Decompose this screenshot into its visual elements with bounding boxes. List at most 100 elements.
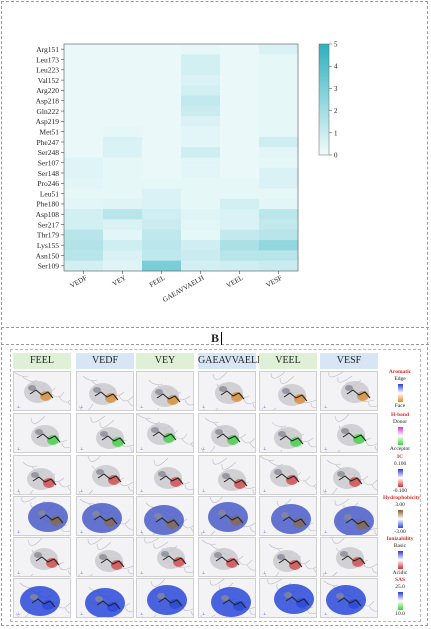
- legend-title: Hydrophobicity: [383, 495, 421, 501]
- column-header: VEEL: [259, 353, 317, 369]
- svg-text:⊥: ⊥: [80, 404, 84, 409]
- heatmap-cell: [259, 74, 299, 86]
- heatmap-cell: [142, 95, 182, 107]
- legend-top-label: 25.0: [395, 584, 405, 590]
- legend-title: Ionizability: [386, 536, 414, 542]
- docking-render-aromatic: ⊥: [320, 371, 378, 411]
- heatmap-cell: [103, 44, 143, 55]
- legend-top-label: 3.00: [395, 502, 405, 508]
- heatmap-cell: [259, 240, 299, 251]
- x-tick-label: VEDF: [69, 274, 89, 290]
- svg-text:⊥: ⊥: [263, 570, 267, 575]
- heatmap-cell: [64, 167, 104, 179]
- y-tick-label: Thr179: [37, 231, 59, 240]
- docking-render-ionizability: ⊥: [320, 455, 378, 495]
- column-header: VEY: [136, 353, 194, 369]
- x-tick-label: VEEL: [225, 274, 244, 290]
- docking-render-h-bond: ⊥: [198, 413, 256, 453]
- heatmap-cell: [259, 198, 299, 210]
- heatmap-cell: [64, 178, 104, 189]
- heatmap-cell: [181, 188, 221, 200]
- heatmap-cell: [181, 240, 221, 251]
- svg-text:⊥: ⊥: [80, 446, 84, 451]
- heatmap-cell: [103, 229, 143, 241]
- heatmap-cell: [259, 136, 299, 148]
- heatmap-cell: [103, 157, 143, 169]
- x-tick-label: VEY: [111, 274, 127, 288]
- heatmap-cell: [220, 136, 260, 148]
- legend-aromatic: Aromatic Edge Face: [383, 369, 417, 410]
- heatmap-cell: [259, 260, 299, 272]
- svg-text:⊥: ⊥: [80, 570, 84, 575]
- docking-render-h-bond: ⊥: [13, 413, 71, 453]
- heatmap-cell: [220, 44, 260, 55]
- docking-render-sas: ⊥: [320, 578, 378, 618]
- legend-bottom-label: Acceptor: [389, 446, 411, 452]
- docking-render-ionizability: ⊥: [76, 455, 134, 495]
- heatmap-cell: [181, 85, 221, 96]
- y-tick-label: Leu173: [36, 55, 59, 64]
- heatmap-cell: [103, 188, 143, 200]
- colorbar-tick-label: 0: [334, 152, 338, 160]
- heatmap-cell: [64, 209, 104, 220]
- svg-text:⊥: ⊥: [324, 611, 328, 616]
- heatmap-cell: [103, 209, 143, 220]
- heatmap-cell: [181, 250, 221, 261]
- heatmap-cell: [64, 198, 104, 210]
- heatmap-cell: [220, 209, 260, 220]
- legend-bottom-label: 10.0: [395, 611, 405, 617]
- heatmap-cell: [259, 147, 299, 158]
- colorbar-tick-label: 5: [334, 41, 338, 49]
- y-tick-label: Ser107: [38, 158, 59, 167]
- heatmap-cell: [142, 147, 182, 158]
- heatmap-cell: [64, 126, 104, 138]
- heatmap-cell: [220, 74, 260, 86]
- svg-text:⊥: ⊥: [80, 488, 84, 493]
- y-tick-label: Asp219: [36, 117, 60, 126]
- heatmap-cell: [259, 105, 299, 117]
- heatmap-cell: [64, 260, 104, 272]
- panel-caption: B: [211, 331, 223, 345]
- svg-text:⊥: ⊥: [202, 611, 206, 616]
- svg-text:⊥: ⊥: [80, 611, 84, 616]
- colorbar-tick-label: 4: [334, 63, 338, 71]
- y-tick-label: Leu223: [36, 66, 59, 75]
- heatmap-cell: [64, 64, 104, 76]
- heatmap-cell: [142, 167, 182, 179]
- heatmap-cell: [142, 54, 182, 65]
- legend-gradient-bar: [397, 469, 403, 487]
- svg-text:⊥: ⊥: [324, 529, 328, 534]
- y-tick-label: Ser148: [38, 169, 59, 178]
- heatmap-cell: [103, 54, 143, 65]
- heatmap-cell: [64, 74, 104, 86]
- y-tick-label: Asp108: [36, 210, 60, 219]
- legend-title: H-bond: [390, 412, 410, 418]
- legend-top-label: Donor: [392, 419, 408, 425]
- heatmap-cell: [259, 54, 299, 65]
- docking-render-hydrophobicity: ⊥: [76, 496, 134, 536]
- heatmap-cell: [259, 188, 299, 200]
- heatmap-cell: [259, 209, 299, 220]
- heatmap-cell: [103, 116, 143, 127]
- heatmap-cell: [64, 240, 104, 251]
- heatmap-cell: [181, 209, 221, 220]
- docking-render-h-bond: ⊥: [136, 413, 194, 453]
- colorbar-tick-label: 2: [334, 107, 338, 115]
- heatmap-cell: [142, 126, 182, 138]
- heatmap-cell: [64, 229, 104, 241]
- heatmap-cell: [181, 198, 221, 210]
- heatmap-cell: [64, 147, 104, 158]
- column-header: VEDF: [76, 353, 134, 369]
- heatmap-cell: [181, 260, 221, 272]
- heatmap-cell: [259, 229, 299, 241]
- docking-render-ionizability: ⊥: [198, 455, 256, 495]
- heatmap-cell: [103, 95, 143, 107]
- heatmap-cell: [181, 95, 221, 107]
- y-tick-label: Val152: [38, 76, 59, 85]
- svg-text:⊥: ⊥: [263, 488, 267, 493]
- heatmap-cell: [64, 105, 104, 117]
- heatmap-cell: [259, 85, 299, 96]
- docking-render-ionizability: ⊥: [13, 455, 71, 495]
- heatmap-cell: [220, 116, 260, 127]
